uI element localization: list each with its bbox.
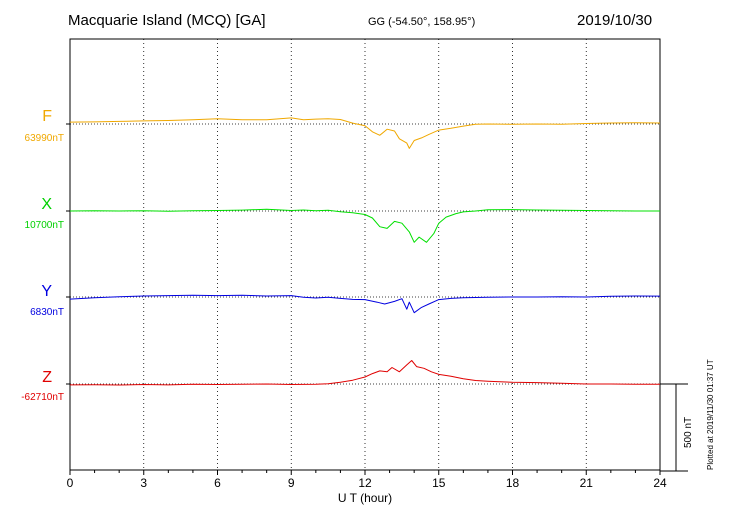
- plotted-timestamp: Plotted at 2019/11/30 01:37 UT: [706, 359, 715, 470]
- station-coordinates: GG (-54.50°, 158.95°): [368, 16, 476, 28]
- station-title: Macquarie Island (MCQ) [GA]: [68, 12, 266, 29]
- x-tick-label: 24: [653, 476, 667, 490]
- baselines: [66, 123, 660, 385]
- x-tick-label: 18: [506, 476, 520, 490]
- scale-bar: [660, 383, 688, 472]
- baseline-label-z: -62710nT: [21, 392, 64, 403]
- baseline-label-y: 6830nT: [30, 307, 64, 318]
- scale-bar-label: 500 nT: [683, 416, 694, 448]
- series-group: [69, 117, 661, 386]
- x-tick-label: 9: [288, 476, 295, 490]
- series-line-z: [69, 360, 660, 386]
- baseline-label-x: 10700nT: [24, 220, 64, 231]
- x-axis-label: U T (hour): [338, 491, 392, 505]
- x-tick-label: 21: [580, 476, 594, 490]
- series-label-z: Z: [42, 369, 52, 386]
- x-tick-label: 0: [67, 476, 74, 490]
- x-axis-ticks: 0 3 6 9 12 15 18 21 24: [67, 470, 667, 490]
- series-line-y: [69, 294, 661, 314]
- x-tick-label: 12: [358, 476, 372, 490]
- series-label-y: Y: [41, 283, 52, 300]
- plot-date: 2019/10/30: [577, 12, 653, 29]
- series-label-x: X: [41, 196, 52, 213]
- baseline-label-f: 63990nT: [24, 133, 64, 144]
- x-tick-label: 15: [432, 476, 446, 490]
- grid: [143, 39, 587, 470]
- series-line-x: [69, 208, 660, 243]
- series-label-f: F: [42, 108, 52, 125]
- series-line-f: [69, 117, 661, 149]
- x-tick-label: 3: [140, 476, 147, 490]
- x-tick-label: 6: [214, 476, 221, 490]
